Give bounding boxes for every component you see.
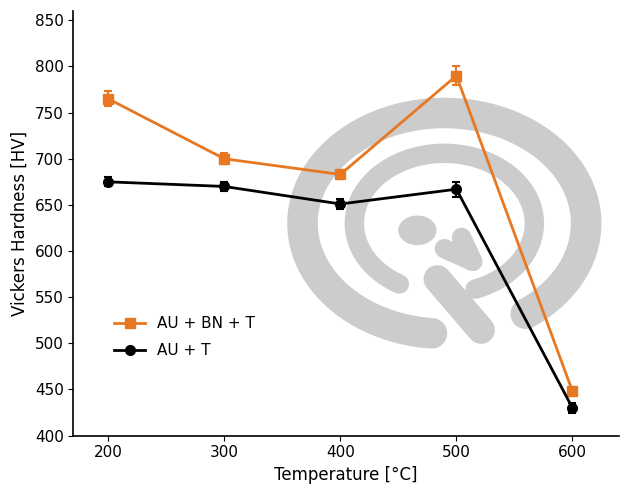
Legend: AU + BN + T, AU + T: AU + BN + T, AU + T xyxy=(108,310,261,364)
X-axis label: Temperature [°C]: Temperature [°C] xyxy=(275,466,418,484)
Y-axis label: Vickers Hardness [HV]: Vickers Hardness [HV] xyxy=(11,131,29,316)
Circle shape xyxy=(398,215,437,245)
